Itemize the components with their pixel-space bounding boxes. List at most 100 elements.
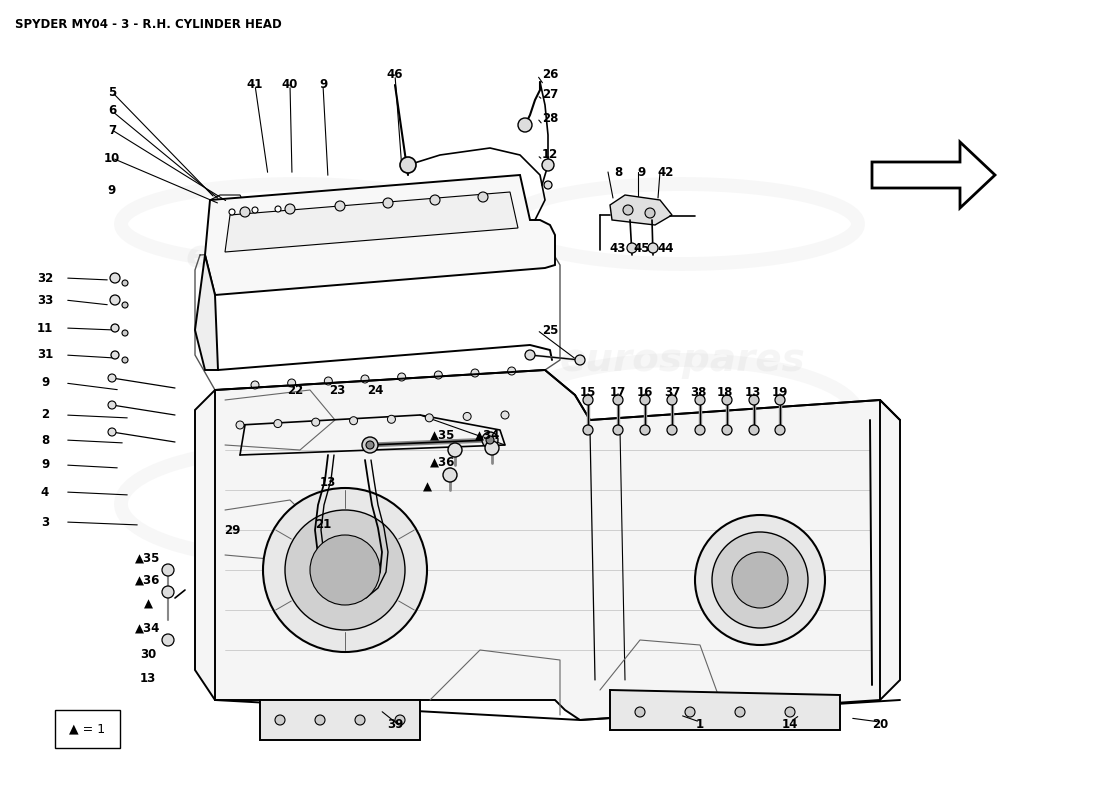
Text: 20: 20 <box>872 718 888 731</box>
Circle shape <box>583 395 593 405</box>
Text: 19: 19 <box>772 386 789 399</box>
Circle shape <box>162 564 174 576</box>
Text: eurospares: eurospares <box>559 341 805 379</box>
Circle shape <box>443 468 456 482</box>
Circle shape <box>108 401 115 409</box>
Text: 39: 39 <box>387 718 404 731</box>
Circle shape <box>387 415 395 423</box>
Text: 13: 13 <box>140 671 156 685</box>
Text: 23: 23 <box>329 383 345 397</box>
Text: 8: 8 <box>41 434 50 446</box>
Text: ▲36: ▲36 <box>135 574 161 586</box>
Circle shape <box>162 634 174 646</box>
Polygon shape <box>610 690 840 730</box>
Text: 28: 28 <box>542 111 558 125</box>
Circle shape <box>355 715 365 725</box>
Circle shape <box>310 535 380 605</box>
Text: 22: 22 <box>287 383 304 397</box>
Circle shape <box>508 367 516 375</box>
Text: 4: 4 <box>41 486 50 498</box>
Circle shape <box>722 425 732 435</box>
Text: ▲ = 1: ▲ = 1 <box>69 722 106 735</box>
Text: 27: 27 <box>542 89 558 102</box>
Circle shape <box>366 441 374 449</box>
Circle shape <box>645 208 654 218</box>
Text: 7: 7 <box>108 123 117 137</box>
Text: 9: 9 <box>319 78 327 91</box>
Circle shape <box>263 488 427 652</box>
Text: 26: 26 <box>542 69 558 82</box>
Text: 24: 24 <box>366 383 383 397</box>
Circle shape <box>275 715 285 725</box>
Text: eurospares: eurospares <box>185 237 431 275</box>
Text: 14: 14 <box>782 718 799 731</box>
Text: 9: 9 <box>108 183 117 197</box>
Text: 10: 10 <box>103 151 120 165</box>
Text: ▲36: ▲36 <box>430 455 455 469</box>
Text: 8: 8 <box>614 166 623 178</box>
Circle shape <box>583 425 593 435</box>
Circle shape <box>640 425 650 435</box>
Circle shape <box>623 205 632 215</box>
Text: 29: 29 <box>223 523 240 537</box>
Circle shape <box>398 373 406 381</box>
Polygon shape <box>195 370 900 720</box>
Text: 1: 1 <box>696 718 704 731</box>
Text: 16: 16 <box>637 386 653 399</box>
Text: SPYDER MY04 - 3 - R.H. CYLINDER HEAD: SPYDER MY04 - 3 - R.H. CYLINDER HEAD <box>15 18 282 31</box>
Circle shape <box>122 280 128 286</box>
Circle shape <box>111 324 119 332</box>
Text: 43: 43 <box>609 242 626 254</box>
Circle shape <box>500 411 509 419</box>
Circle shape <box>122 302 128 308</box>
Circle shape <box>448 443 462 457</box>
Circle shape <box>667 425 676 435</box>
Circle shape <box>162 586 174 598</box>
Circle shape <box>122 330 128 336</box>
Bar <box>55 710 120 748</box>
Text: 41: 41 <box>246 78 263 91</box>
Text: 5: 5 <box>108 86 117 98</box>
Text: 37: 37 <box>664 386 680 399</box>
Polygon shape <box>260 700 420 740</box>
Text: 31: 31 <box>37 349 53 362</box>
Circle shape <box>482 432 498 448</box>
Circle shape <box>275 206 280 212</box>
Circle shape <box>288 379 296 387</box>
Circle shape <box>722 395 732 405</box>
Circle shape <box>613 395 623 405</box>
Polygon shape <box>226 192 518 252</box>
Circle shape <box>108 374 115 382</box>
Circle shape <box>274 419 282 427</box>
Circle shape <box>667 395 676 405</box>
Circle shape <box>236 421 244 429</box>
Circle shape <box>648 243 658 253</box>
Polygon shape <box>205 175 556 295</box>
Circle shape <box>776 395 785 405</box>
Circle shape <box>252 207 258 213</box>
Text: 21: 21 <box>315 518 331 531</box>
Circle shape <box>712 532 808 628</box>
Text: 42: 42 <box>658 166 674 178</box>
Circle shape <box>485 441 499 455</box>
Circle shape <box>735 707 745 717</box>
Text: 44: 44 <box>658 242 674 254</box>
Text: ▲: ▲ <box>422 481 431 494</box>
Polygon shape <box>872 142 996 208</box>
Circle shape <box>695 425 705 435</box>
Text: 3: 3 <box>41 515 50 529</box>
Circle shape <box>463 413 471 421</box>
Circle shape <box>785 707 795 717</box>
Circle shape <box>732 552 788 608</box>
Circle shape <box>486 436 494 444</box>
Text: 18: 18 <box>717 386 734 399</box>
Circle shape <box>285 204 295 214</box>
Circle shape <box>383 198 393 208</box>
Circle shape <box>350 417 358 425</box>
Circle shape <box>361 375 368 383</box>
Text: 13: 13 <box>745 386 761 399</box>
Text: 12: 12 <box>542 149 558 162</box>
Circle shape <box>471 369 478 377</box>
Text: 33: 33 <box>37 294 53 306</box>
Circle shape <box>544 181 552 189</box>
